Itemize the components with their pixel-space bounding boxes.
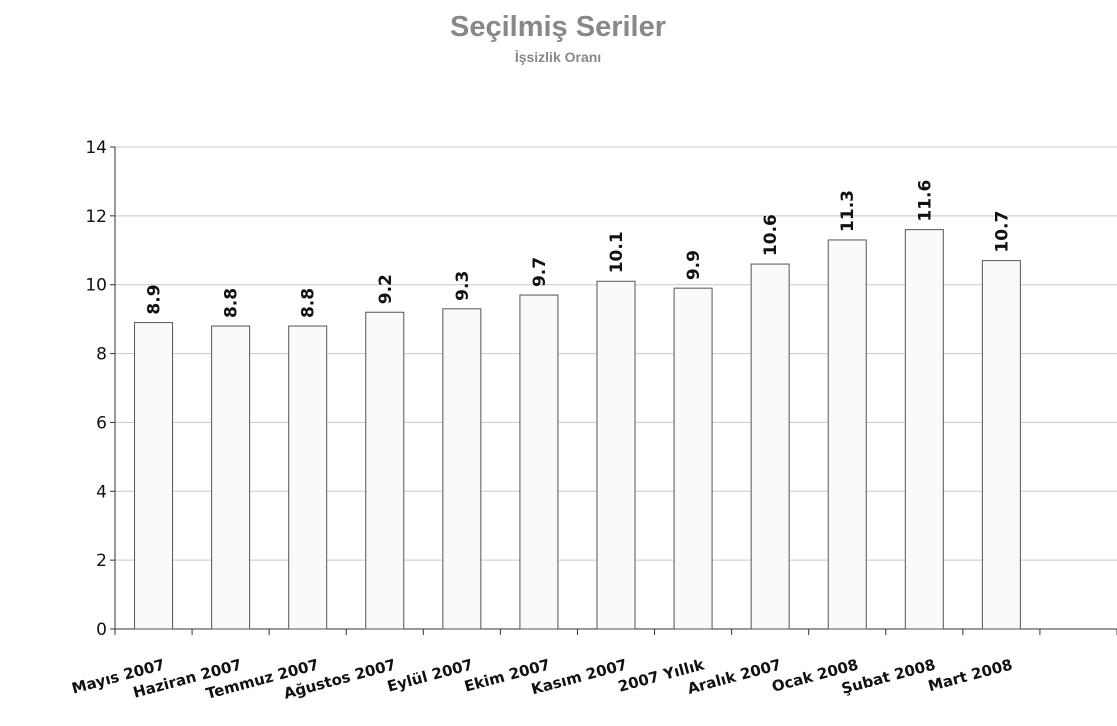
bar xyxy=(596,280,636,630)
data-label: 10.6 xyxy=(761,214,781,256)
x-tick-label: Eylül 2007 xyxy=(385,655,475,695)
bar xyxy=(134,322,174,630)
bar xyxy=(827,239,867,630)
data-label: 11.3 xyxy=(838,190,858,232)
bar xyxy=(211,325,251,630)
y-tick-label: 10 xyxy=(85,276,107,296)
bar xyxy=(365,311,405,630)
y-tick-label: 2 xyxy=(96,551,107,571)
bar xyxy=(519,294,559,630)
y-tick-label: 4 xyxy=(96,482,107,502)
y-tick-label: 8 xyxy=(96,345,107,365)
y-tick-label: 6 xyxy=(96,413,107,433)
bar xyxy=(288,325,328,630)
y-tick-label: 14 xyxy=(85,138,107,158)
data-label: 8.8 xyxy=(222,288,242,318)
y-tick-label: 12 xyxy=(85,207,107,227)
bar xyxy=(442,308,482,630)
data-label: 9.9 xyxy=(684,250,704,280)
data-label: 11.6 xyxy=(915,180,935,222)
bar xyxy=(981,260,1021,630)
bar xyxy=(750,263,790,630)
data-label: 8.9 xyxy=(145,284,165,314)
bar xyxy=(904,229,944,630)
data-label: 10.1 xyxy=(607,231,627,273)
chart-subtitle: İşsizlik Oranı xyxy=(515,49,601,65)
bar xyxy=(673,287,713,630)
data-label: 9.3 xyxy=(453,271,473,301)
x-tick-label: Mart 2008 xyxy=(926,655,1014,695)
data-label: 10.7 xyxy=(992,211,1012,253)
data-label: 9.2 xyxy=(376,274,396,304)
data-label: 9.7 xyxy=(530,257,550,287)
y-tick-label: 0 xyxy=(96,620,107,640)
data-label: 8.8 xyxy=(299,288,319,318)
chart-title: Seçilmiş Seriler xyxy=(450,11,666,43)
